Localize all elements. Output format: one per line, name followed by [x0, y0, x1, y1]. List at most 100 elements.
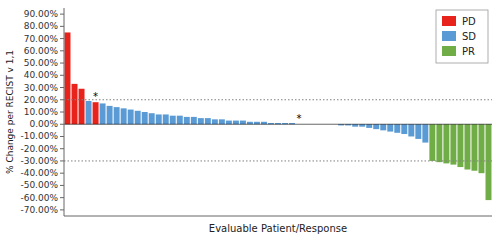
legend-swatch	[442, 46, 456, 56]
bar	[128, 110, 134, 125]
y-tick-label: 50.00%	[24, 58, 59, 68]
bar	[107, 106, 113, 124]
bar	[240, 121, 246, 125]
y-tick-label: 0.00%	[29, 119, 58, 129]
y-tick	[60, 38, 64, 39]
y-tick	[60, 173, 64, 174]
y-tick-label: -40.00%	[20, 168, 58, 178]
bar	[471, 124, 477, 170]
bar	[163, 114, 169, 124]
legend-swatch	[442, 31, 456, 41]
reference-lines	[64, 100, 492, 161]
legend-frame	[436, 10, 488, 63]
legend-label: PR	[462, 46, 475, 57]
bar	[72, 84, 78, 124]
bars	[65, 32, 492, 200]
bar	[156, 114, 162, 124]
bar	[408, 124, 414, 136]
bar	[114, 107, 120, 124]
y-axis: 90.00% 80.00% 70.00% 60.00% 50.00% 40.00% 30.0…	[20, 9, 64, 215]
bar	[121, 108, 127, 124]
annotation: *	[297, 113, 302, 124]
bar	[422, 124, 428, 142]
y-tick-label: -70.00%	[20, 205, 58, 215]
y-tick	[60, 136, 64, 137]
y-tick	[60, 26, 64, 27]
bar	[443, 124, 449, 163]
bar	[205, 118, 211, 124]
bar	[486, 124, 492, 200]
y-tick	[60, 185, 64, 186]
bar	[149, 113, 155, 124]
bar	[373, 124, 379, 129]
y-tick	[60, 75, 64, 76]
y-tick-label: 80.00%	[24, 21, 59, 31]
bar	[219, 119, 225, 124]
bar	[93, 102, 99, 124]
reference-line	[64, 99, 492, 100]
y-tick	[60, 87, 64, 88]
bar	[86, 101, 92, 124]
zero-line	[64, 124, 492, 125]
bar	[212, 119, 218, 124]
bar	[450, 124, 456, 164]
bar	[170, 116, 176, 125]
bar	[401, 124, 407, 134]
y-tick	[60, 14, 64, 15]
y-axis-title: % Change per RECIST v 1,1	[5, 50, 15, 174]
bar	[359, 124, 365, 126]
chart: 90.00% 80.00% 70.00% 60.00% 50.00% 40.00% 30.0…	[0, 0, 500, 240]
y-axis-line	[64, 8, 65, 216]
y-tick	[60, 124, 64, 125]
y-tick-label: -50.00%	[20, 180, 58, 190]
y-tick	[60, 99, 64, 100]
x-axis-title: Evaluable Patient/Response	[209, 223, 347, 234]
legend: PD SD PR	[436, 10, 488, 63]
y-tick-label: 40.00%	[24, 70, 59, 80]
bar	[191, 117, 197, 124]
bar	[135, 111, 141, 124]
bar	[184, 117, 190, 124]
bar	[478, 124, 484, 173]
bar	[387, 124, 393, 131]
bar	[366, 124, 372, 128]
x-axis-line	[64, 216, 492, 217]
bar	[429, 124, 435, 161]
bar	[233, 121, 239, 125]
y-tick-label: 20.00%	[24, 95, 59, 105]
y-tick-label: -30.00%	[20, 156, 58, 166]
y-tick-label: 30.00%	[24, 83, 59, 93]
y-tick-label: 10.00%	[24, 107, 59, 117]
bar	[142, 112, 148, 124]
bar	[436, 124, 442, 162]
legend-label: SD	[462, 31, 476, 42]
y-tick-label: 90.00%	[24, 9, 59, 19]
y-tick	[60, 160, 64, 161]
bar	[415, 124, 421, 139]
bar	[198, 118, 204, 124]
bar	[100, 103, 106, 124]
y-tick-label: 70.00%	[24, 34, 59, 44]
bar	[177, 116, 183, 125]
bar	[352, 124, 358, 126]
y-tick	[60, 209, 64, 210]
legend-label: PD	[462, 16, 476, 27]
bar	[226, 121, 232, 125]
y-tick	[60, 197, 64, 198]
reference-line	[64, 160, 492, 161]
legend-swatch	[442, 16, 456, 26]
bar	[247, 122, 253, 124]
y-tick-label: -10.00%	[20, 131, 58, 141]
bar	[394, 124, 400, 133]
y-tick-label: 60.00%	[24, 46, 59, 56]
y-tick	[60, 63, 64, 64]
bar	[254, 122, 260, 124]
annotation: *	[93, 91, 98, 102]
bar	[464, 124, 470, 169]
y-tick-label: -20.00%	[20, 144, 58, 154]
y-tick	[60, 50, 64, 51]
y-tick	[60, 148, 64, 149]
bar	[380, 124, 386, 130]
bar	[261, 122, 267, 124]
bar	[79, 89, 85, 124]
